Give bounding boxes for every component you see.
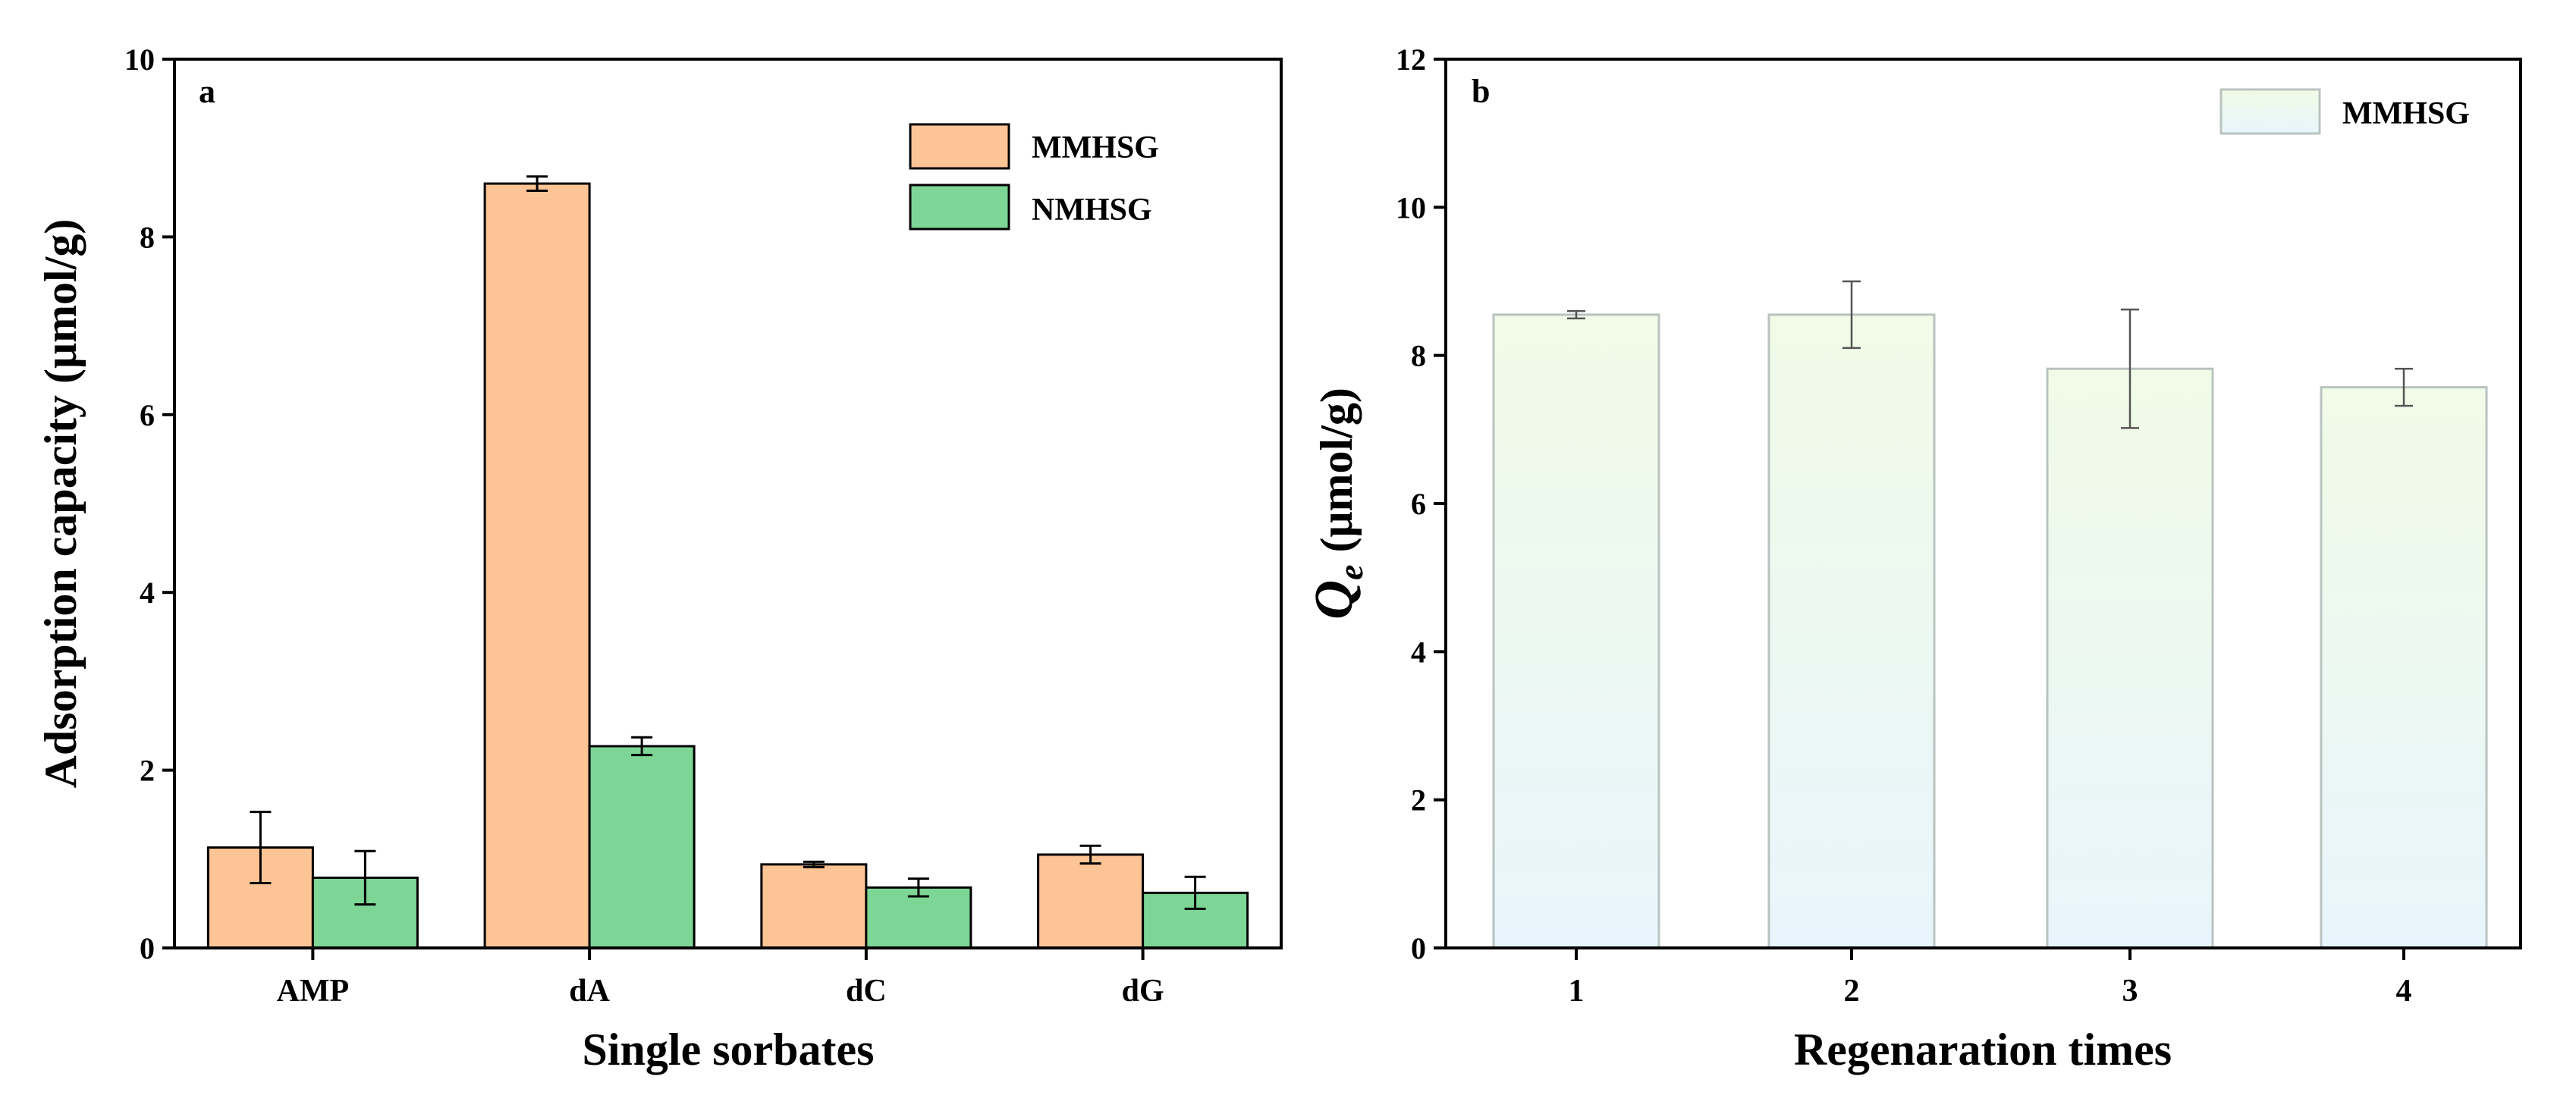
panel-a-bars <box>206 182 1249 949</box>
y-tick-label: 2 <box>1411 783 1426 818</box>
y-tick-label: 4 <box>140 576 155 610</box>
x-tick-label: dC <box>846 974 887 1009</box>
y-tick-label: 6 <box>1411 487 1426 521</box>
legend-swatch-nmhsg <box>909 184 1010 231</box>
y-tick-label: 10 <box>1396 190 1426 224</box>
panel-a-label: a <box>199 73 215 110</box>
x-tick-label: dA <box>569 974 610 1009</box>
x-tick-label: 4 <box>2396 974 2412 1009</box>
panel-b-x-axis-title: Regenaration times <box>1794 1025 2172 1075</box>
x-tick-label: 2 <box>1844 974 1860 1009</box>
bar-regeneration-1 <box>1492 313 1660 949</box>
x-tick-label: dG <box>1122 974 1164 1009</box>
panel-a-plot-frame <box>173 58 1283 949</box>
panel-a-legend: MMHSG NMHSG <box>909 123 1159 231</box>
panel-b-y-axis-title: Qe (μmol/g) <box>1303 388 1370 620</box>
bar-regeneration-2 <box>1767 313 1936 949</box>
y-axis-symbol: Q <box>1303 580 1364 620</box>
panel-a-x-axis-title: Single sorbates <box>582 1025 874 1075</box>
x-tick-label: 3 <box>2122 974 2138 1009</box>
bar-mmhsg-da <box>483 182 591 949</box>
y-tick-label: 8 <box>140 220 155 254</box>
legend-label-mmhsg: MMHSG <box>1032 130 1159 165</box>
bar-mmhsg-dg <box>1037 853 1145 949</box>
panel-a-error-bars <box>250 175 1206 910</box>
bar-nmhsg-da <box>588 745 696 949</box>
x-tick-label: AMP <box>277 974 350 1009</box>
y-tick-label: 12 <box>1396 42 1426 77</box>
y-tick-label: 10 <box>124 42 155 77</box>
panel-a-x-axis: AMP dA dC dG <box>277 948 1164 1009</box>
legend-swatch-mmhsg <box>909 123 1010 170</box>
panel-b-x-axis: 1 2 3 4 <box>1569 948 2412 1009</box>
y-tick-label: 4 <box>1411 635 1426 669</box>
panel-a-y-axis-title: Adsorption capacity (μmol/g) <box>36 219 86 789</box>
y-axis-subscript: e <box>1331 564 1370 579</box>
panel-a-y-axis: 0 2 4 6 8 10 <box>124 42 174 965</box>
y-axis-unit: (μmol/g) <box>1312 388 1362 552</box>
panel-b-y-axis: 0 2 4 6 8 10 12 <box>1396 42 1446 965</box>
bar-regeneration-4 <box>2320 386 2488 949</box>
y-tick-label: 0 <box>140 931 155 965</box>
y-tick-label: 2 <box>140 754 155 788</box>
y-tick-label: 8 <box>1411 339 1426 373</box>
panel-b-legend: MMHSG <box>2219 88 2470 135</box>
y-tick-label: 6 <box>140 398 155 432</box>
legend-swatch-mmhsg-b <box>2219 88 2321 135</box>
bar-nmhsg-dg <box>1142 891 1249 949</box>
panel-b-bars <box>1492 313 2488 949</box>
bar-regeneration-3 <box>2046 367 2214 949</box>
legend-label-nmhsg: NMHSG <box>1032 193 1152 228</box>
panel-b-label: b <box>1472 73 1490 110</box>
bar-mmhsg-dc <box>760 863 868 949</box>
y-tick-label: 0 <box>1411 931 1426 965</box>
panel-a-adsorption-chart: a 0 2 4 6 8 10 AMP dA dC dG Single sorbates Adso… <box>36 42 1283 1075</box>
legend-label-mmhsg-b: MMHSG <box>2342 96 2470 131</box>
panel-b-error-bars <box>1567 280 2413 429</box>
x-tick-label: 1 <box>1569 974 1585 1009</box>
